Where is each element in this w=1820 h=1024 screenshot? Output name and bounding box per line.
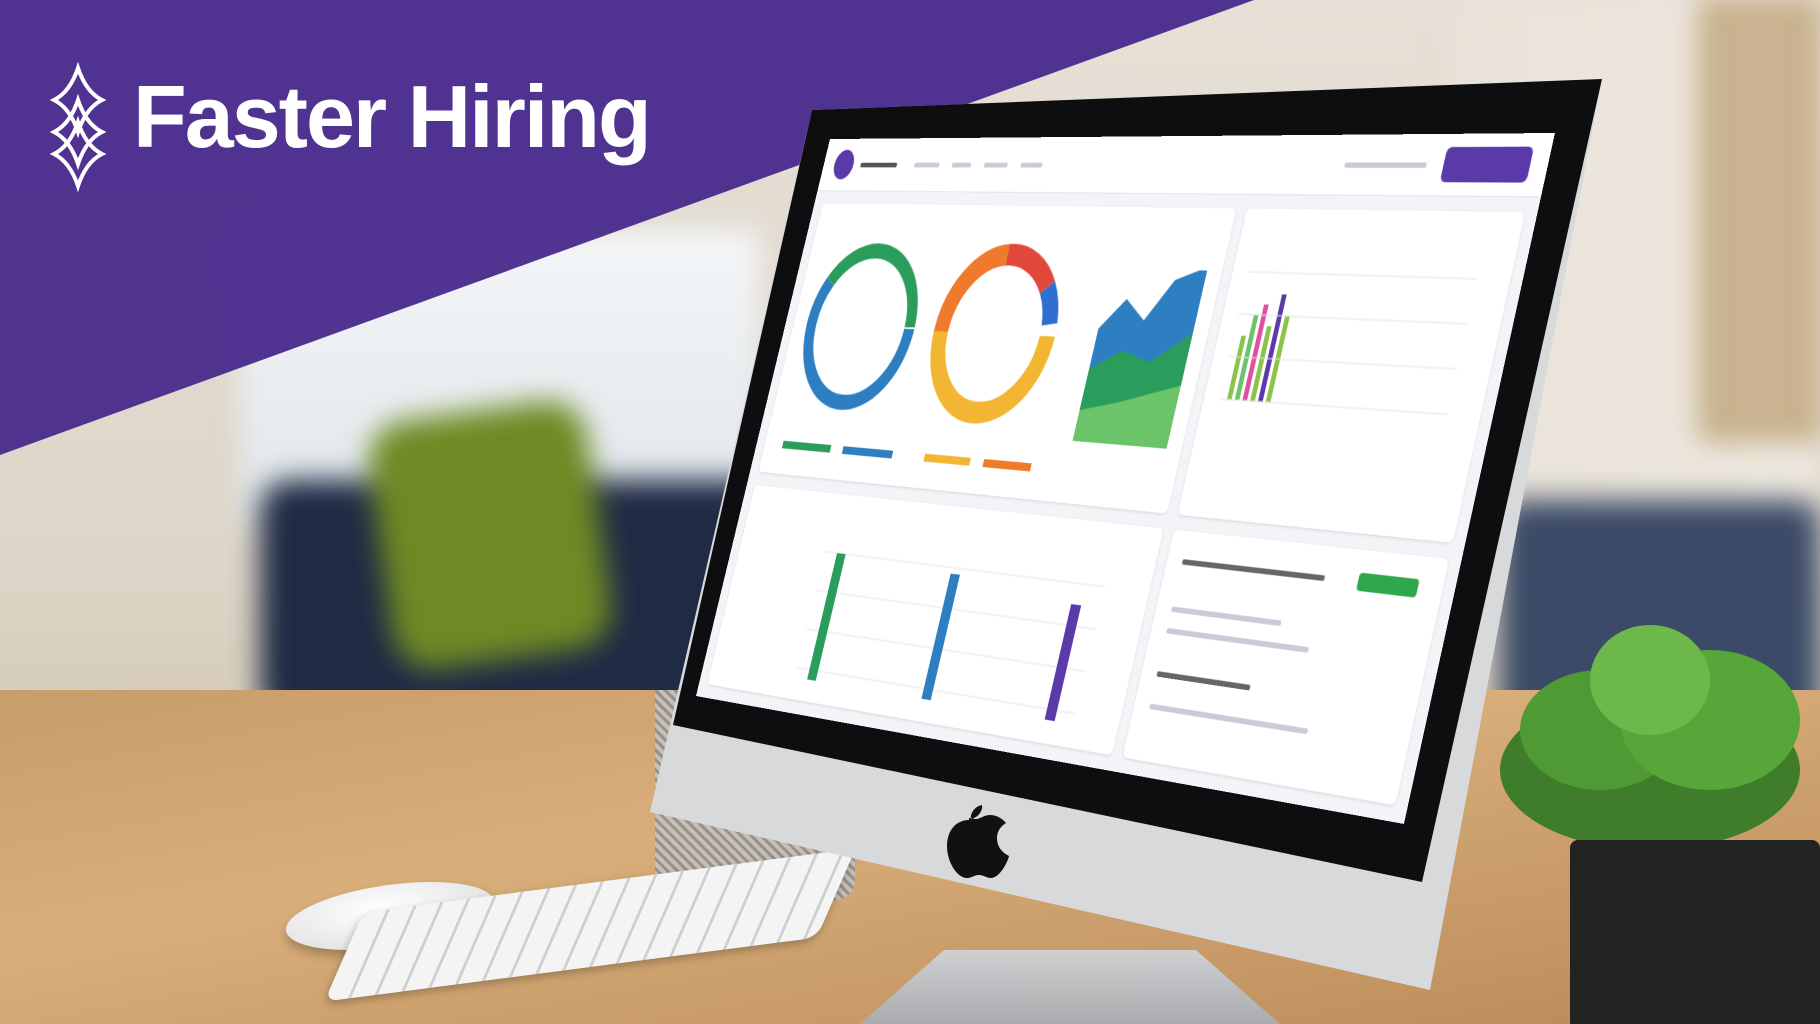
nav-item[interactable] xyxy=(951,162,972,168)
plant-pot xyxy=(1570,840,1820,1024)
activity-card xyxy=(1177,208,1526,543)
candidates-card xyxy=(1122,529,1450,806)
nav-item[interactable] xyxy=(1020,162,1043,168)
area-chart xyxy=(1072,267,1208,449)
bar-chart xyxy=(1178,208,1526,542)
stacked-sparkle-diamonds-icon xyxy=(49,61,107,193)
charts-card xyxy=(758,203,1237,514)
wall-picture xyxy=(1700,0,1820,440)
nav-item[interactable] xyxy=(1344,162,1428,168)
nav-item[interactable] xyxy=(983,162,1009,168)
nav-item[interactable] xyxy=(913,162,940,168)
top-nav xyxy=(817,132,1555,198)
potted-plant xyxy=(1480,620,1820,870)
apple-logo-icon xyxy=(947,805,1009,878)
banner-title: Faster Hiring xyxy=(133,67,652,166)
nav-item[interactable] xyxy=(859,162,898,168)
primary-button[interactable] xyxy=(1439,146,1535,183)
status-button[interactable] xyxy=(1355,572,1420,598)
avatar[interactable] xyxy=(830,149,857,180)
